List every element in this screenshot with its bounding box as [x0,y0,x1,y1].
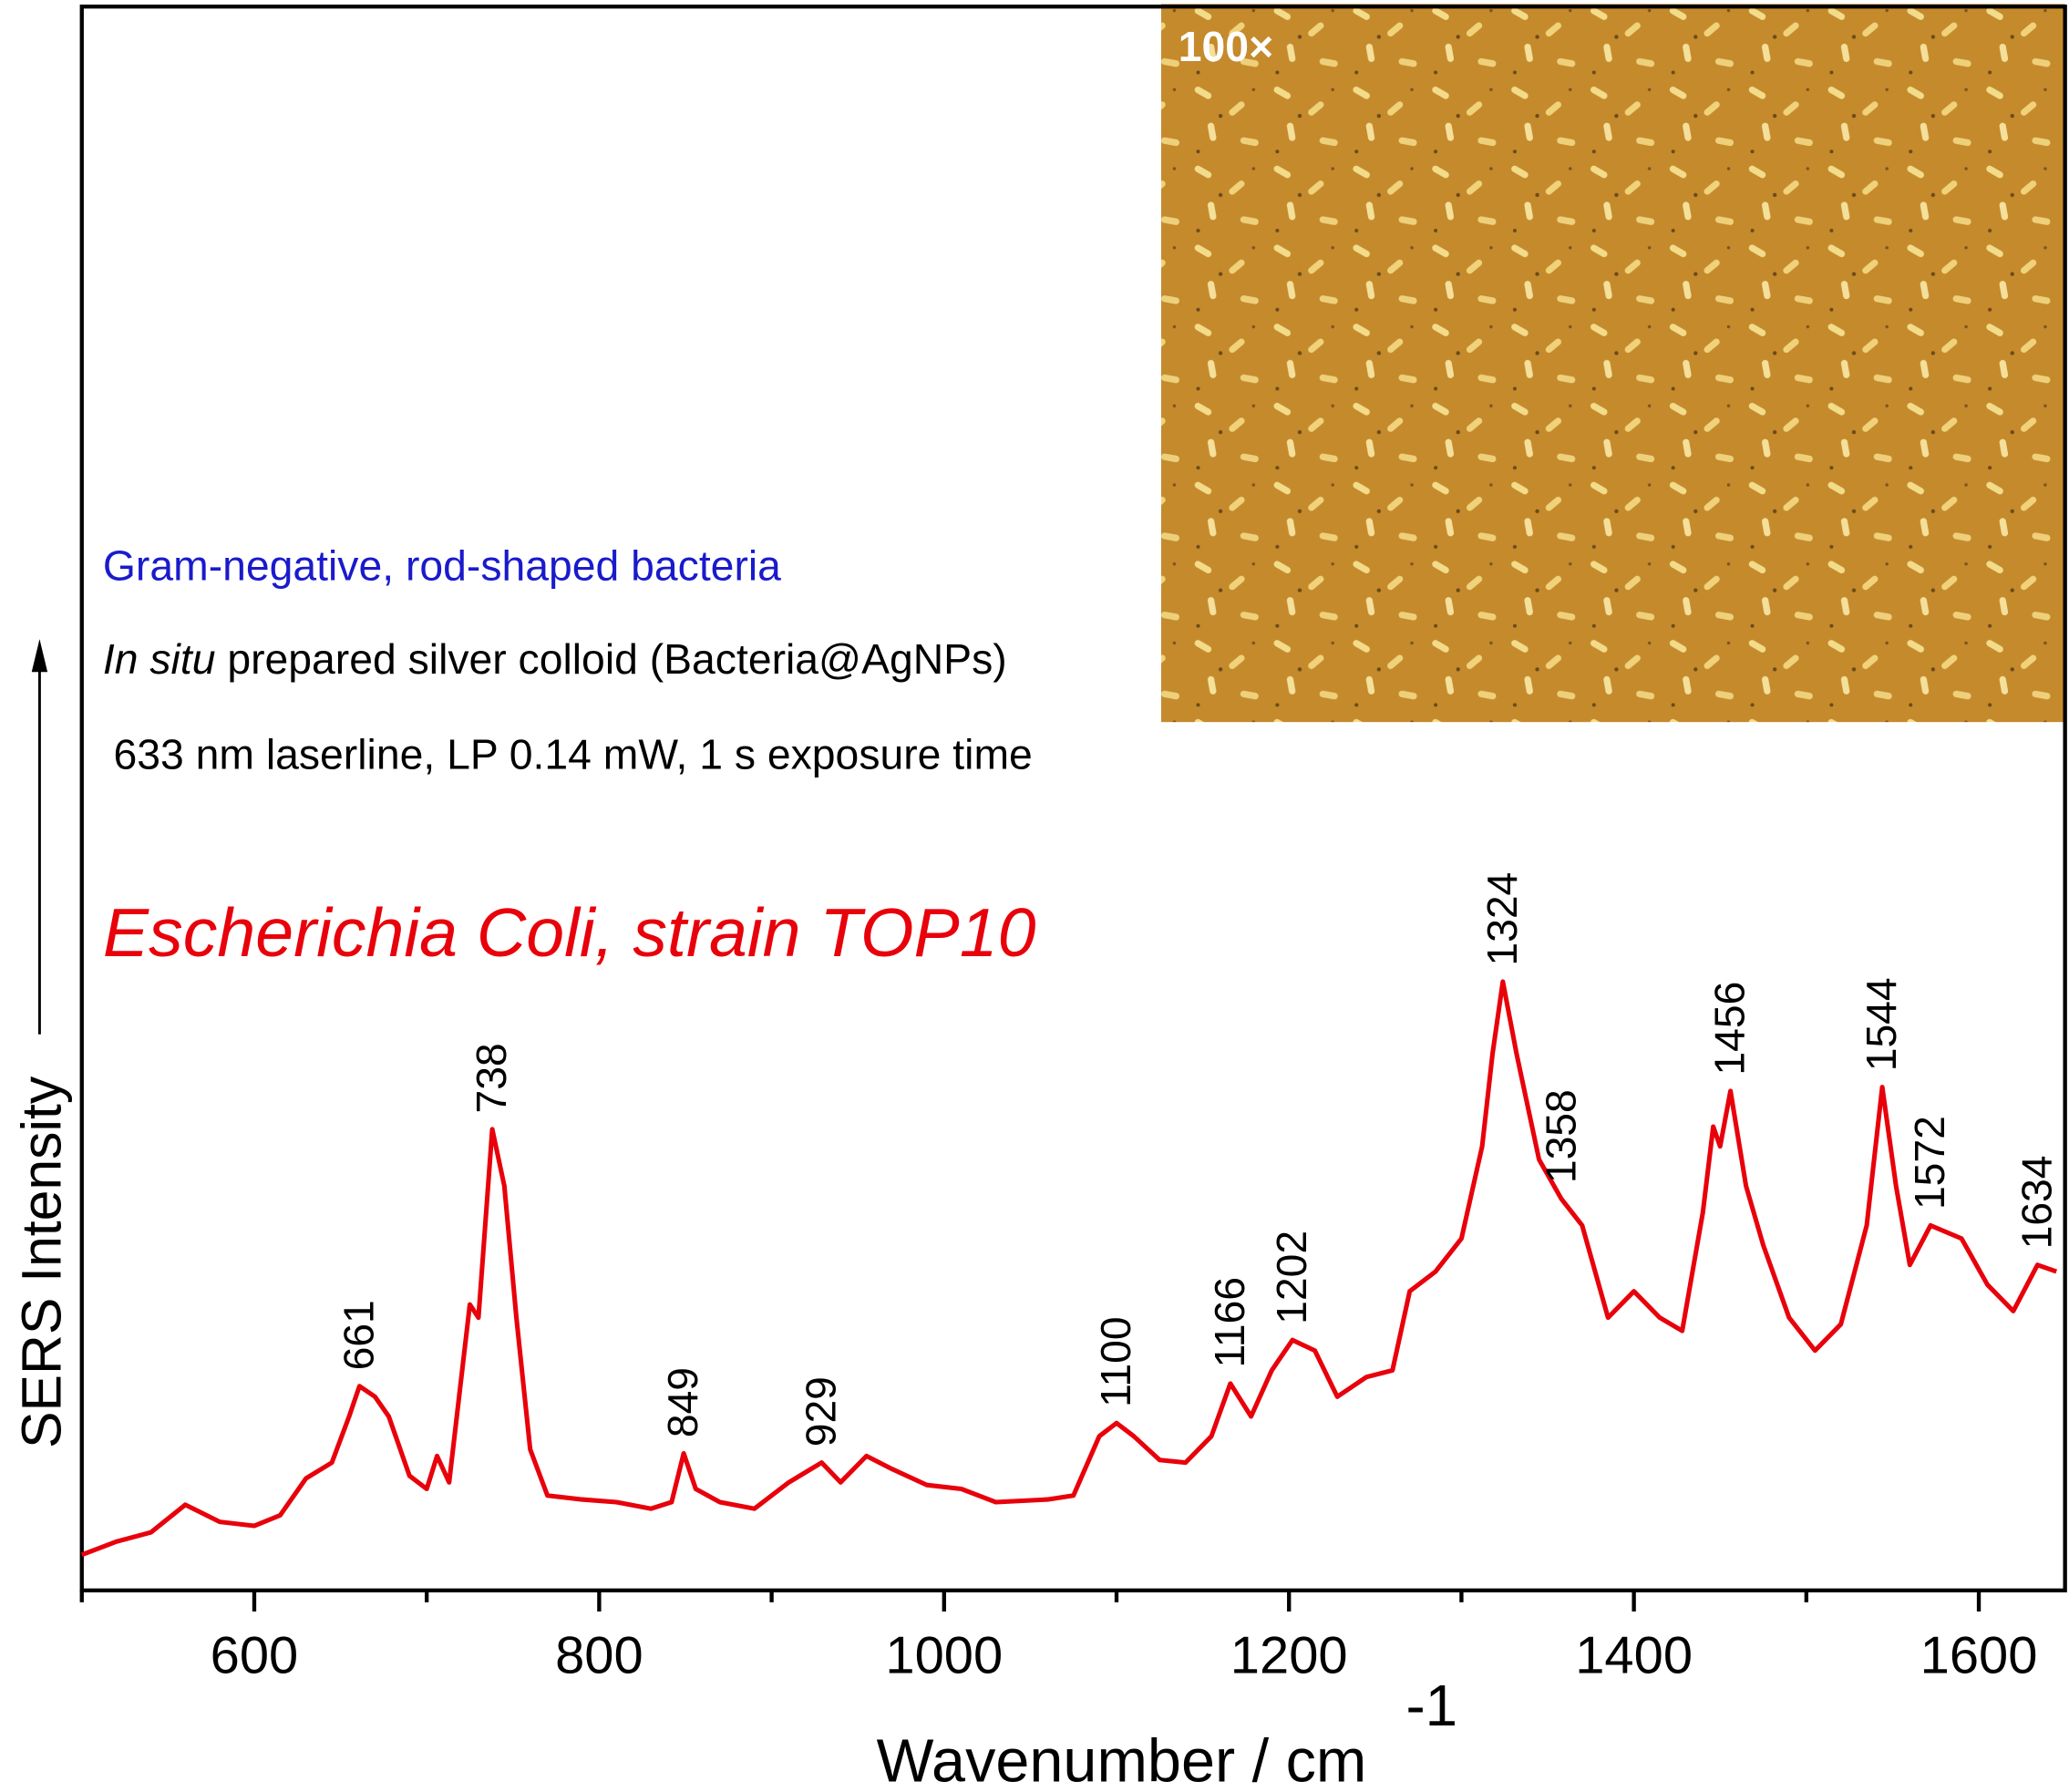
annotation: 633 nm laserline, LP 0.14 mW, 1 s exposu… [114,730,1033,778]
annotation: prepared silver colloid (Bacteria@AgNPs) [215,635,1006,683]
x-tick-label: 1000 [885,1626,1003,1684]
x-axis-label-superscript: -1 [1405,1674,1457,1738]
annotation: Gram-negative, rod-shaped bacteria [103,542,781,590]
peak-label: 849 [659,1367,706,1437]
plot-frame [79,5,2067,1592]
chart-title: Escherichia Coli, strain TOP10 [103,894,1036,971]
micrograph-inset [1160,4,2065,723]
peak-label: 1202 [1268,1231,1315,1324]
peak-label: 1456 [1706,982,1754,1076]
annotation: In situ [103,635,216,683]
x-tick-label: 1400 [1575,1626,1693,1684]
peak-label: 1634 [2012,1156,2060,1250]
peak-label: 1166 [1206,1277,1253,1367]
peak-label: 1544 [1858,977,1905,1071]
peak-label: 738 [468,1043,515,1113]
peak-label: 1572 [1906,1116,1953,1210]
y-axis-arrowhead [31,639,48,673]
x-tick-label: 800 [555,1626,643,1684]
x-tick-label: 600 [211,1626,299,1684]
peak-label: 1324 [1478,872,1526,966]
y-axis-label: SERS Intensity [11,1076,73,1448]
peak-label: 1100 [1092,1316,1139,1406]
annotation: In situ prepared silver colloid (Bacteri… [103,635,1007,683]
x-axis-label: Wavenumber / cm [877,1728,1367,1792]
spectrum-line [80,979,2058,1558]
x-tick-label: 1200 [1230,1626,1348,1684]
peak-label: 1358 [1537,1089,1584,1183]
inset-label: 100× [1179,23,1273,70]
peak-label: 661 [335,1300,382,1370]
x-tick-label: 1600 [1920,1626,2038,1684]
peak-label: 929 [798,1376,845,1447]
